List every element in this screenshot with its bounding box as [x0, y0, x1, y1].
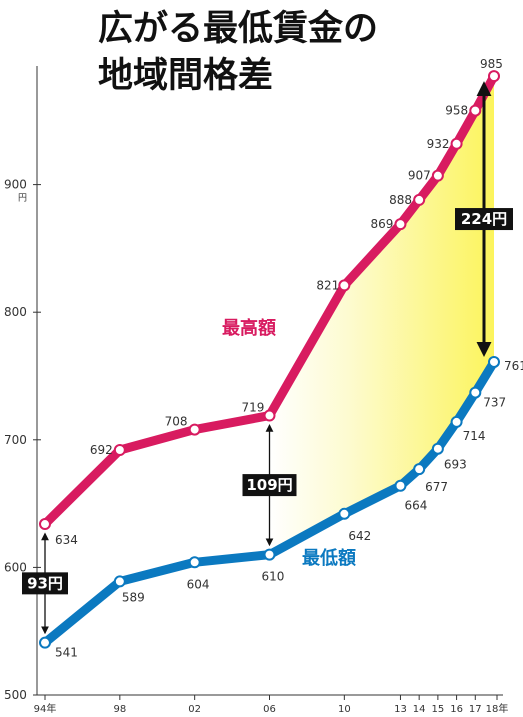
series-label-max: 最高額: [222, 317, 276, 339]
x-tick-label: 98: [113, 704, 126, 715]
min-point: [263, 548, 276, 561]
gap-label-box: [22, 572, 68, 595]
title-line-2: 地域間格差: [98, 56, 274, 96]
min-point: [469, 386, 482, 399]
x-tick-label: 17: [469, 704, 482, 715]
min-point: [488, 355, 500, 368]
min-point: [188, 556, 201, 569]
min-point: [113, 575, 126, 588]
y-unit-label: 円: [18, 193, 27, 204]
data-labels: 634 692 708 719 821 869 888 907 932 958 985 541 589 6…: [55, 57, 523, 660]
gap-label: 224円: [461, 210, 507, 228]
min-value-label: 714: [463, 429, 486, 443]
title-line-1: 広がる最低賃金の: [98, 9, 379, 49]
max-value-label: 932: [427, 137, 450, 151]
x-tick-label: 16: [450, 704, 463, 715]
x-tick-label: 15: [432, 704, 445, 715]
gap-shading-layer: [269, 76, 494, 555]
max-value-label: 821: [316, 278, 339, 292]
chart-title: 広がる最低賃金の 地域間格差: [98, 6, 378, 100]
max-point: [488, 70, 500, 83]
max-value-label: 708: [165, 415, 188, 429]
max-value-label: 907: [408, 169, 431, 183]
gap-annotations: 93円 109円 224円: [22, 81, 513, 635]
min-value-label: 589: [122, 590, 145, 604]
min-value-label: 737: [483, 396, 506, 410]
gap-label-box: [242, 474, 297, 497]
gap-label-box: [455, 208, 513, 231]
min-value-label: 761: [504, 359, 523, 373]
x-tick-label: 02: [188, 704, 201, 715]
max-point: [394, 218, 407, 231]
y-tick-label: 500: [4, 688, 27, 702]
gap-label: 109円: [246, 476, 292, 494]
x-tick-label: 18年: [486, 702, 509, 715]
max-point: [188, 423, 201, 436]
min-value-label: 664: [404, 499, 427, 513]
y-tick-label: 800: [4, 305, 27, 319]
min-value-label: 604: [187, 577, 210, 591]
max-value-label: 692: [90, 443, 113, 457]
x-tick-label: 10: [338, 704, 351, 715]
min-point: [413, 463, 426, 476]
max-value-label: 869: [370, 217, 393, 231]
max-point: [469, 104, 482, 117]
max-value-label: 985: [480, 57, 503, 71]
y-tick-label: 700: [4, 433, 27, 447]
min-point: [39, 636, 51, 649]
gap-shading: [269, 76, 494, 555]
y-tick-label: 900: [4, 178, 27, 192]
max-value-label: 888: [389, 193, 412, 207]
max-value-label: 719: [242, 401, 265, 415]
x-tick-label: 94年: [34, 702, 57, 715]
min-value-label: 693: [444, 458, 467, 472]
max-point: [338, 279, 351, 292]
x-tick-label: 14: [413, 704, 426, 715]
min-value-label: 642: [348, 529, 371, 543]
series-label-min: 最低額: [302, 547, 356, 569]
max-point: [113, 444, 126, 457]
y-tick-label: 600: [4, 560, 27, 574]
max-point: [263, 409, 276, 422]
gap-label: 93円: [27, 574, 63, 592]
max-point: [413, 193, 426, 206]
max-value-label: 634: [55, 533, 78, 547]
max-point: [450, 137, 463, 150]
min-point: [338, 507, 351, 520]
min-point: [450, 415, 463, 428]
max-point: [431, 169, 444, 182]
min-value-label: 677: [425, 480, 448, 494]
max-value-label: 958: [445, 104, 468, 118]
x-tick-label: 13: [394, 704, 407, 715]
min-value-label: 610: [262, 570, 285, 584]
min-point: [394, 479, 407, 492]
min-value-label: 541: [55, 646, 78, 660]
series-lines: [39, 70, 500, 649]
x-tick-label: 06: [263, 704, 276, 715]
min-point: [431, 442, 444, 455]
max-point: [39, 518, 51, 531]
